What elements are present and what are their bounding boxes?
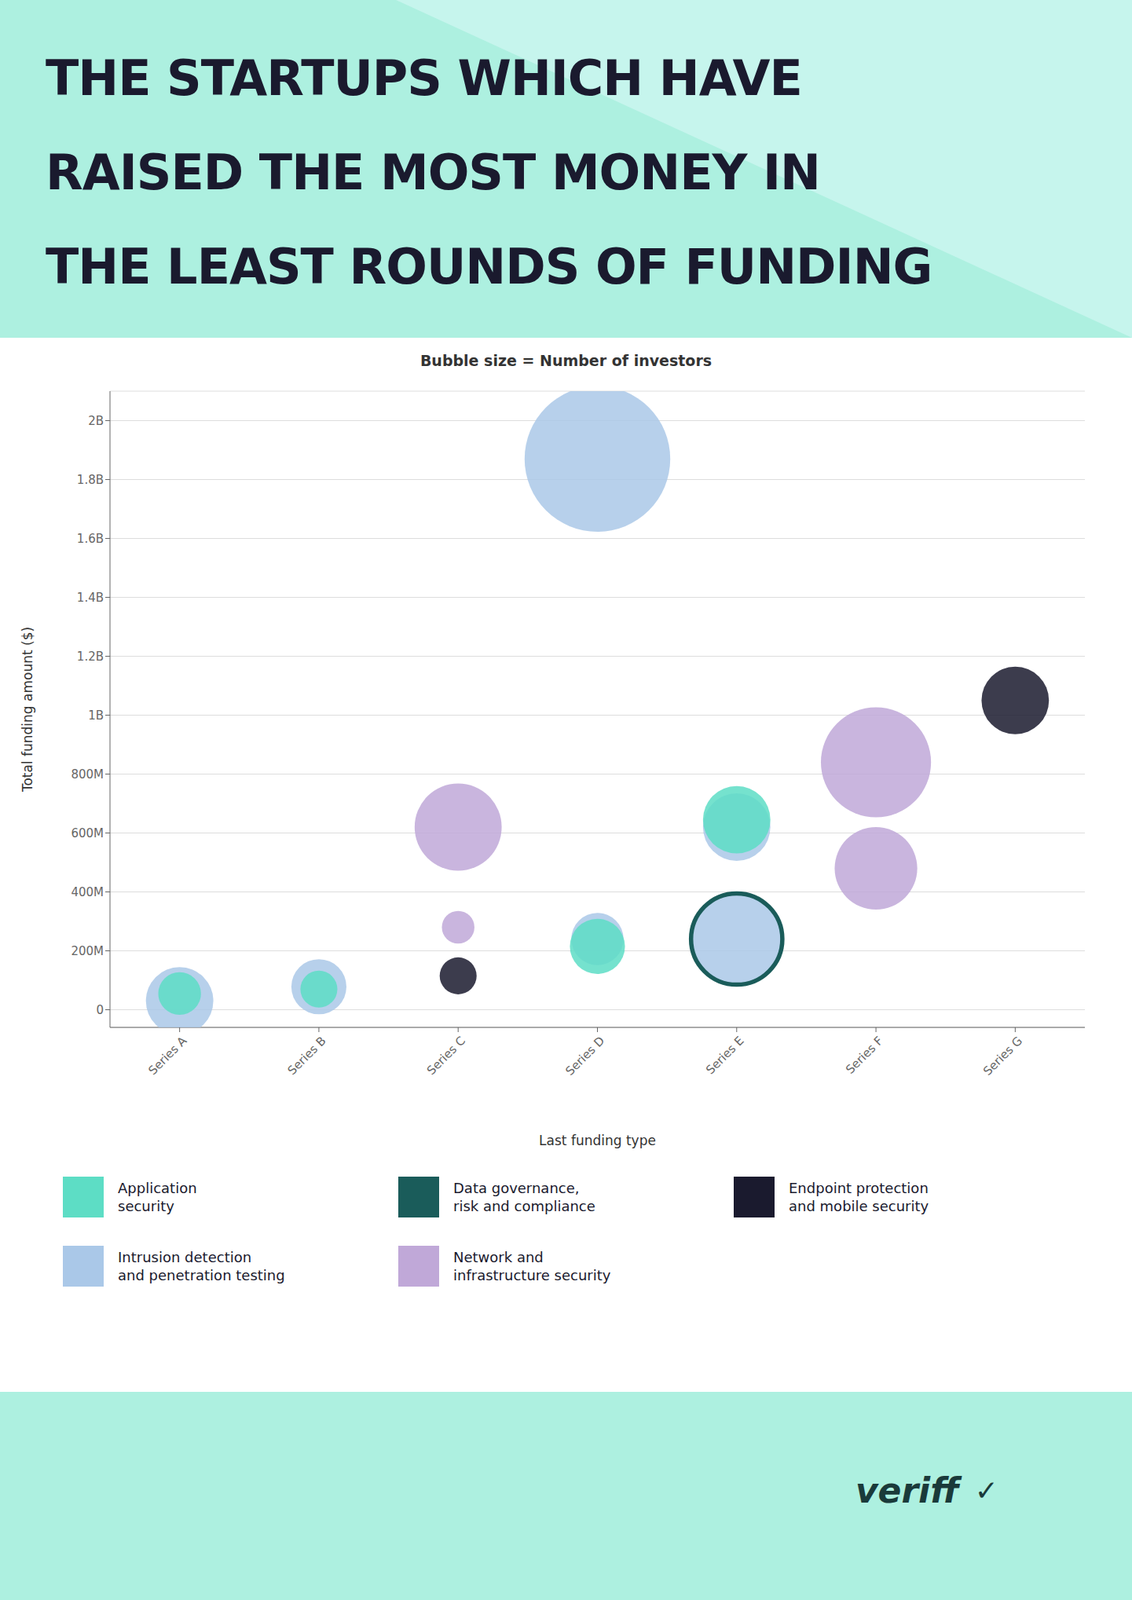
svg-text:Series C: Series C (424, 1033, 469, 1078)
html-text:Endpoint protection: Endpoint protection (788, 1179, 929, 1197)
svg-text:Series G: Series G (980, 1033, 1026, 1079)
html-text:and penetration testing: and penetration testing (117, 1267, 285, 1284)
svg-text:Series D: Series D (562, 1033, 608, 1079)
svg-text:Series E: Series E (703, 1033, 747, 1078)
html-text:THE STARTUPS WHICH HAVE: THE STARTUPS WHICH HAVE (45, 49, 802, 107)
html-text:Application: Application (117, 1179, 197, 1197)
svg-text:1.2B: 1.2B (76, 649, 104, 664)
html-text:veriff: veriff (855, 1470, 960, 1511)
svg-text:800M: 800M (70, 767, 104, 782)
svg-text:Last funding type: Last funding type (538, 1132, 656, 1149)
html-text:infrastructure security: infrastructure security (453, 1267, 611, 1284)
html-text:risk and compliance: risk and compliance (453, 1197, 596, 1215)
svg-text:400M: 400M (70, 885, 104, 900)
svg-text:1.6B: 1.6B (76, 531, 104, 546)
svg-text:600M: 600M (70, 826, 104, 841)
html-text:security: security (117, 1197, 175, 1215)
html-text:Bubble size = Number of invest: Bubble size = Number of investors (420, 351, 712, 370)
svg-text:2B: 2B (87, 413, 104, 429)
html-text:Intrusion detection: Intrusion detection (117, 1248, 252, 1266)
html-text:Data governance,: Data governance, (453, 1179, 580, 1197)
svg-text:200M: 200M (70, 944, 104, 959)
svg-text:0: 0 (95, 1003, 104, 1018)
svg-text:1.8B: 1.8B (76, 472, 104, 488)
svg-text:Series F: Series F (842, 1033, 887, 1078)
html-text:Network and: Network and (453, 1248, 544, 1266)
html-text:RAISED THE MOST MONEY IN: RAISED THE MOST MONEY IN (45, 143, 821, 202)
html-text:and mobile security: and mobile security (788, 1197, 929, 1215)
svg-text:1B: 1B (87, 708, 104, 723)
svg-text:Series A: Series A (145, 1033, 190, 1078)
svg-text:1.4B: 1.4B (76, 590, 104, 605)
svg-text:Series B: Series B (285, 1033, 330, 1078)
svg-text:Total funding amount ($): Total funding amount ($) (19, 626, 36, 793)
html-text:THE LEAST ROUNDS OF FUNDING: THE LEAST ROUNDS OF FUNDING (45, 238, 932, 296)
